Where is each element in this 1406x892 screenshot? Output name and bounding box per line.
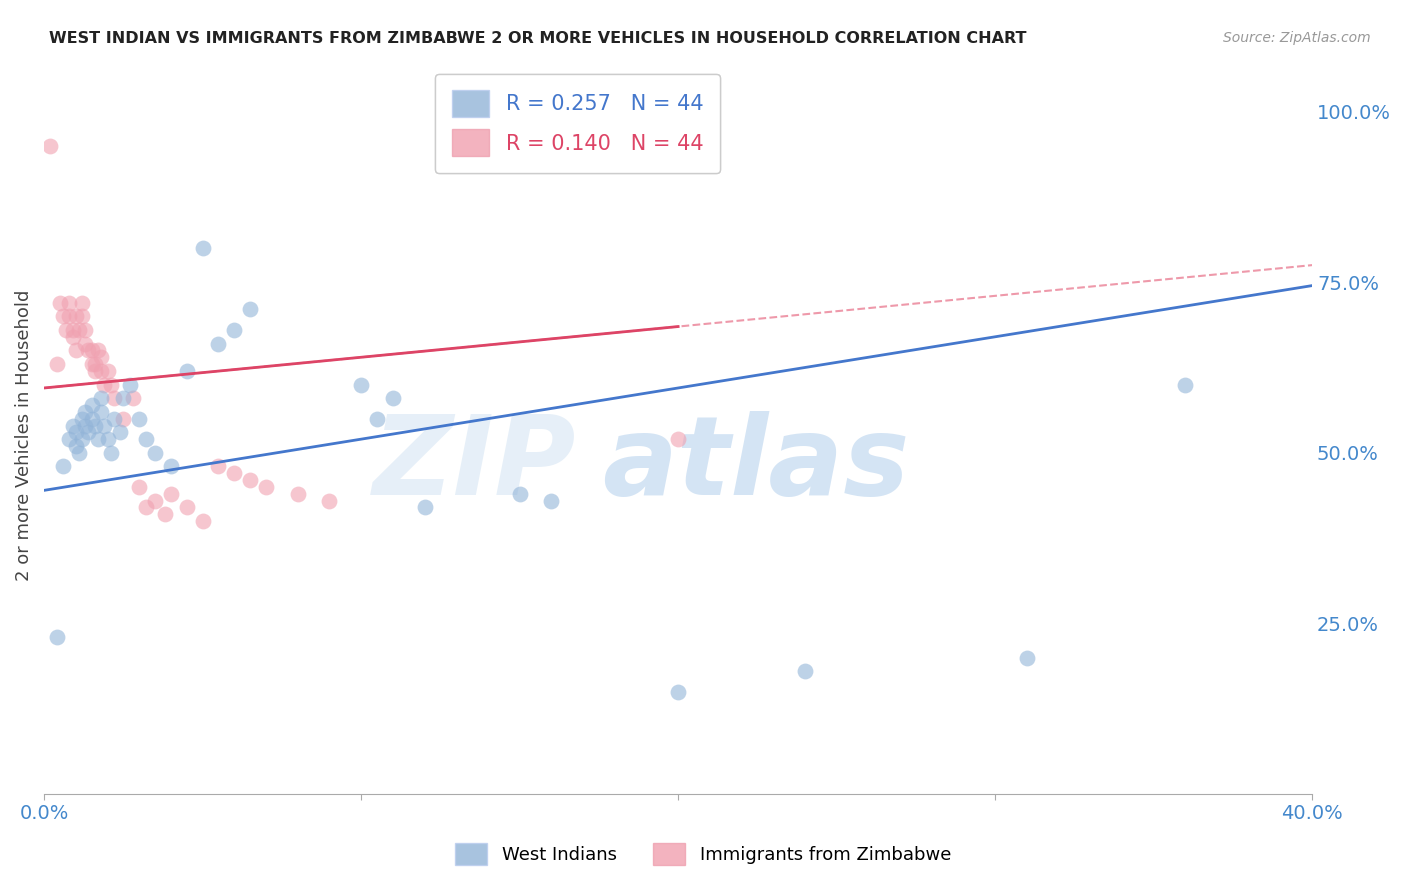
Point bbox=[83, 364, 105, 378]
Point bbox=[96, 364, 118, 378]
Point bbox=[128, 411, 150, 425]
Point bbox=[1015, 650, 1038, 665]
Point bbox=[100, 377, 122, 392]
Point bbox=[87, 343, 110, 358]
Point bbox=[666, 432, 689, 446]
Point bbox=[70, 310, 93, 324]
Point bbox=[793, 664, 815, 678]
Point bbox=[135, 432, 157, 446]
Point bbox=[103, 391, 125, 405]
Point bbox=[350, 377, 373, 392]
Legend: West Indians, Immigrants from Zimbabwe: West Indians, Immigrants from Zimbabwe bbox=[446, 834, 960, 874]
Point bbox=[65, 439, 87, 453]
Point bbox=[509, 487, 531, 501]
Point bbox=[67, 323, 90, 337]
Point bbox=[55, 323, 77, 337]
Point bbox=[254, 480, 277, 494]
Point bbox=[381, 391, 404, 405]
Point bbox=[128, 480, 150, 494]
Point bbox=[90, 405, 112, 419]
Point bbox=[49, 295, 72, 310]
Point bbox=[103, 411, 125, 425]
Point bbox=[75, 336, 97, 351]
Text: ZIP: ZIP bbox=[373, 411, 576, 518]
Point bbox=[80, 343, 103, 358]
Point bbox=[93, 418, 115, 433]
Text: Source: ZipAtlas.com: Source: ZipAtlas.com bbox=[1223, 31, 1371, 45]
Point bbox=[80, 411, 103, 425]
Point bbox=[83, 418, 105, 433]
Point bbox=[143, 446, 166, 460]
Point bbox=[100, 446, 122, 460]
Point bbox=[62, 330, 84, 344]
Point bbox=[108, 425, 131, 440]
Point bbox=[75, 405, 97, 419]
Point bbox=[58, 432, 80, 446]
Point bbox=[135, 500, 157, 515]
Point bbox=[1174, 377, 1197, 392]
Point bbox=[90, 391, 112, 405]
Point bbox=[52, 459, 75, 474]
Point bbox=[239, 302, 262, 317]
Point bbox=[83, 357, 105, 371]
Point bbox=[176, 364, 198, 378]
Point bbox=[224, 467, 246, 481]
Point bbox=[58, 310, 80, 324]
Point bbox=[80, 357, 103, 371]
Point bbox=[122, 391, 145, 405]
Point bbox=[87, 432, 110, 446]
Point bbox=[80, 398, 103, 412]
Point bbox=[70, 432, 93, 446]
Point bbox=[366, 411, 388, 425]
Point bbox=[143, 493, 166, 508]
Point bbox=[67, 446, 90, 460]
Point bbox=[39, 138, 62, 153]
Point bbox=[207, 459, 229, 474]
Text: atlas: atlas bbox=[602, 411, 910, 518]
Point bbox=[224, 323, 246, 337]
Point bbox=[176, 500, 198, 515]
Point bbox=[90, 351, 112, 365]
Point bbox=[45, 630, 67, 644]
Legend: R = 0.257   N = 44, R = 0.140   N = 44: R = 0.257 N = 44, R = 0.140 N = 44 bbox=[434, 73, 720, 173]
Point bbox=[65, 425, 87, 440]
Point bbox=[90, 364, 112, 378]
Point bbox=[160, 487, 183, 501]
Point bbox=[540, 493, 562, 508]
Point bbox=[70, 411, 93, 425]
Y-axis label: 2 or more Vehicles in Household: 2 or more Vehicles in Household bbox=[15, 290, 32, 582]
Text: WEST INDIAN VS IMMIGRANTS FROM ZIMBABWE 2 OR MORE VEHICLES IN HOUSEHOLD CORRELAT: WEST INDIAN VS IMMIGRANTS FROM ZIMBABWE … bbox=[49, 31, 1026, 46]
Point bbox=[75, 418, 97, 433]
Point bbox=[62, 418, 84, 433]
Point bbox=[666, 684, 689, 698]
Point bbox=[287, 487, 309, 501]
Point bbox=[239, 473, 262, 487]
Point bbox=[93, 377, 115, 392]
Point bbox=[413, 500, 436, 515]
Point bbox=[207, 336, 229, 351]
Point bbox=[191, 514, 214, 528]
Point bbox=[77, 425, 100, 440]
Point bbox=[96, 432, 118, 446]
Point bbox=[118, 377, 141, 392]
Point bbox=[318, 493, 340, 508]
Point bbox=[112, 411, 135, 425]
Point bbox=[65, 310, 87, 324]
Point bbox=[75, 323, 97, 337]
Point bbox=[191, 241, 214, 255]
Point bbox=[70, 295, 93, 310]
Point bbox=[45, 357, 67, 371]
Point bbox=[62, 323, 84, 337]
Point bbox=[153, 508, 176, 522]
Point bbox=[52, 310, 75, 324]
Point bbox=[77, 343, 100, 358]
Point bbox=[160, 459, 183, 474]
Point bbox=[112, 391, 135, 405]
Point bbox=[65, 343, 87, 358]
Point bbox=[58, 295, 80, 310]
